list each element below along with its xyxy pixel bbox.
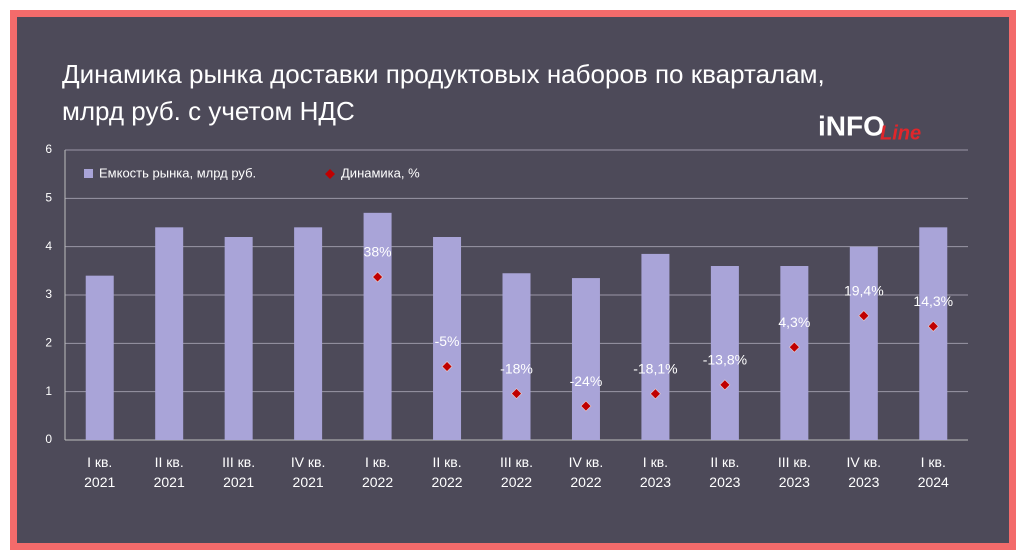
- x-tick-label: III кв. 2022: [499, 454, 533, 490]
- logo: Line: [880, 122, 921, 144]
- data-label: 19,4%: [844, 282, 884, 298]
- x-tick-label: II кв. 2021: [153, 454, 185, 490]
- data-label: -24%: [570, 373, 603, 389]
- x-tick-label: I кв. 2024: [917, 454, 949, 490]
- x-tick-label: III кв. 2021: [222, 454, 256, 490]
- legend-label: Емкость рынка, млрд руб.: [99, 165, 256, 180]
- data-label: 4,3%: [778, 314, 810, 330]
- x-tick-label: II кв. 2022: [431, 454, 463, 490]
- x-tick-label: III кв. 2023: [777, 454, 811, 490]
- legend-swatch: [325, 169, 335, 179]
- y-tick-label: 1: [45, 384, 52, 398]
- bar: [433, 237, 462, 440]
- marker: [441, 361, 453, 372]
- data-label: -18,1%: [633, 360, 677, 376]
- bar: [641, 253, 670, 440]
- marker: [372, 271, 384, 283]
- y-tick-label: 3: [45, 287, 52, 301]
- marker: [511, 388, 522, 399]
- bar: [155, 227, 184, 440]
- bar: [85, 275, 114, 440]
- x-tick-label: IV кв. 2022: [568, 454, 604, 490]
- marker: [788, 341, 800, 353]
- y-tick-label: 5: [45, 191, 52, 205]
- x-tick-label: I кв. 2022: [361, 454, 394, 490]
- y-tick-label: 4: [45, 239, 52, 253]
- x-tick-label: I кв. 2023: [639, 454, 671, 490]
- bar: [502, 273, 531, 440]
- x-tick-label: I кв. 2021: [84, 454, 116, 490]
- y-tick-label: 2: [45, 336, 52, 350]
- bar: [710, 266, 739, 440]
- legend-label: Динамика, %: [341, 165, 420, 180]
- x-tick-label: IV кв. 2023: [846, 454, 882, 490]
- data-label: -18%: [500, 360, 533, 376]
- y-tick-label: 6: [45, 142, 52, 156]
- marker: [719, 379, 731, 391]
- x-tick-label: IV кв. 2021: [290, 454, 326, 490]
- x-tick-label: II кв. 2023: [709, 454, 741, 490]
- marker: [858, 310, 870, 322]
- logo: iNFO: [818, 110, 885, 141]
- legend-swatch: [84, 169, 93, 178]
- marker: [580, 400, 592, 412]
- data-label: -5%: [435, 333, 460, 349]
- marker: [927, 320, 939, 332]
- chart-title: Динамика рынка доставки продуктовых набо…: [62, 59, 825, 89]
- bar: [849, 246, 878, 440]
- bar: [780, 266, 809, 440]
- bar: [294, 227, 323, 440]
- chart-subtitle: млрд руб. с учетом НДС: [62, 96, 355, 126]
- bar: [363, 212, 392, 440]
- y-tick-label: 0: [45, 432, 52, 446]
- bar: [571, 278, 600, 440]
- marker: [649, 388, 661, 400]
- data-label: 38%: [364, 244, 392, 260]
- data-label: -13,8%: [703, 352, 747, 368]
- data-label: 14,3%: [913, 293, 953, 309]
- bar: [919, 227, 948, 440]
- bar: [224, 237, 253, 440]
